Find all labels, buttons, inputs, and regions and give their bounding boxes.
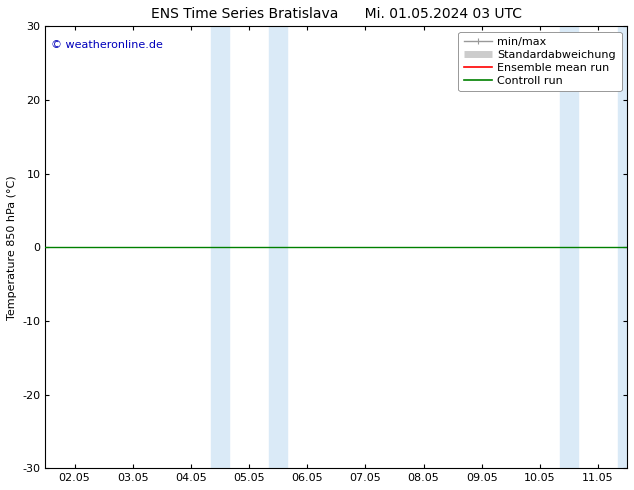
Legend: min/max, Standardabweichung, Ensemble mean run, Controll run: min/max, Standardabweichung, Ensemble me… [458,32,621,91]
Bar [211,26,229,468]
Y-axis label: Temperature 850 hPa (°C): Temperature 850 hPa (°C) [7,175,17,319]
Text: © weatheronline.de: © weatheronline.de [51,40,163,49]
Title: ENS Time Series Bratislava      Mi. 01.05.2024 03 UTC: ENS Time Series Bratislava Mi. 01.05.202… [151,7,522,21]
Bar [560,26,578,468]
Bar [618,26,634,468]
Bar [269,26,287,468]
